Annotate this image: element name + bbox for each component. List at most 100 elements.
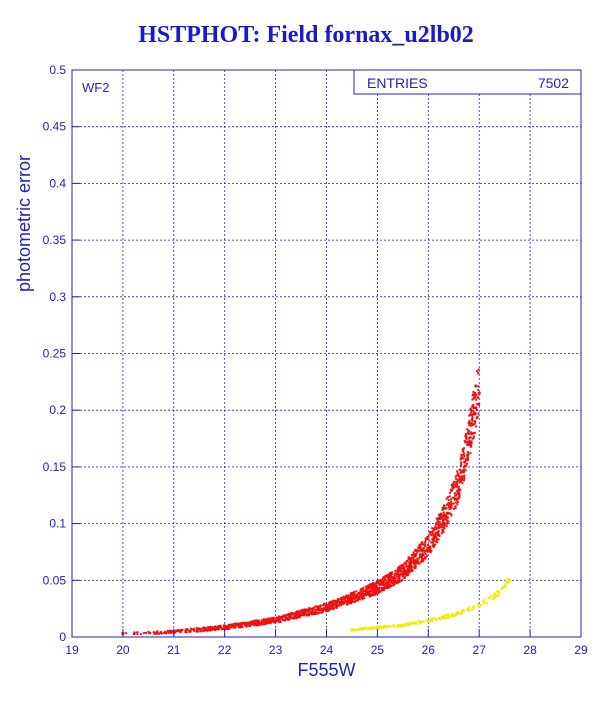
series-anchor-point (442, 522, 446, 526)
data-point-red (405, 573, 408, 576)
data-point-yellow (379, 625, 382, 628)
data-point-yellow (396, 623, 399, 626)
data-point-red (293, 612, 296, 615)
data-point-red (452, 482, 455, 485)
y-tick-label: 0.15 (43, 460, 67, 474)
data-point-red (371, 586, 374, 589)
data-point-yellow (498, 591, 501, 594)
data-point-red (456, 492, 459, 495)
data-point-red (373, 590, 376, 593)
data-point-red (258, 623, 261, 626)
data-point-yellow (438, 616, 441, 619)
data-point-red (456, 478, 459, 481)
data-point-red (439, 516, 442, 519)
series-anchor-point (375, 626, 379, 630)
data-point-red (361, 593, 364, 596)
data-point-yellow (409, 622, 412, 625)
data-point-red (400, 564, 403, 567)
data-point-red (469, 407, 472, 410)
data-point-red (416, 560, 419, 563)
data-point-red (463, 468, 466, 471)
data-point-red (243, 622, 246, 625)
data-point-red (384, 587, 387, 590)
data-point-red (385, 581, 388, 584)
data-point-red (392, 584, 395, 587)
data-point-red (147, 630, 150, 633)
data-point-yellow (365, 626, 368, 629)
data-point-red (353, 595, 356, 598)
stats-box-frame (353, 69, 582, 95)
data-point-red (405, 559, 408, 562)
data-point-red (396, 572, 399, 575)
data-point-red (311, 609, 314, 612)
data-point-red (190, 628, 193, 631)
data-point-red (401, 575, 404, 578)
data-point-red (433, 539, 436, 542)
data-point-red (410, 564, 413, 567)
data-point-red (250, 620, 253, 623)
data-point-red (371, 588, 374, 591)
data-point-red (391, 579, 394, 582)
data-point-red (446, 517, 449, 520)
data-point-red (266, 617, 269, 620)
data-point-yellow (463, 610, 466, 613)
data-point-red (402, 563, 405, 566)
data-point-red (272, 621, 275, 624)
data-point-red (326, 610, 329, 613)
data-point-red (475, 425, 478, 428)
data-point-red (420, 559, 423, 562)
data-point-red (471, 413, 474, 416)
data-point-red (475, 398, 478, 401)
data-point-red (466, 432, 469, 435)
data-point-red (314, 610, 317, 613)
data-point-red (337, 601, 340, 604)
series-anchor-point (477, 604, 481, 608)
data-point-red (382, 582, 385, 585)
data-point-red (477, 372, 480, 375)
data-point-yellow (494, 592, 497, 595)
data-point-red (247, 623, 250, 626)
data-point-red (400, 579, 403, 582)
data-point-yellow (450, 612, 453, 615)
data-point-red (365, 592, 368, 595)
data-point-red (474, 396, 477, 399)
data-point-yellow (410, 621, 413, 624)
data-point-red (424, 556, 427, 559)
data-point-red (157, 632, 160, 635)
data-point-red (455, 477, 458, 480)
data-point-red (290, 614, 293, 617)
data-point-red (384, 585, 387, 588)
data-point-red (230, 623, 233, 626)
data-point-red (466, 428, 469, 431)
data-point-red (468, 420, 471, 423)
data-point-red (446, 519, 449, 522)
data-point-red (385, 583, 388, 586)
data-point-red (288, 614, 291, 617)
data-point-yellow (483, 601, 486, 604)
data-point-red (434, 543, 437, 546)
data-point-red (466, 454, 469, 457)
data-point-red (473, 392, 476, 395)
data-point-red (202, 629, 205, 632)
data-point-red (382, 579, 385, 582)
series-anchor-point (492, 595, 496, 599)
data-point-red (286, 618, 289, 621)
data-point-red (264, 620, 267, 623)
data-point-red (397, 575, 400, 578)
data-point-red (283, 619, 286, 622)
data-point-red (321, 607, 324, 610)
data-point-red (286, 613, 289, 616)
data-point-red (410, 563, 413, 566)
data-point-red (459, 479, 462, 482)
data-point-red (450, 484, 453, 487)
data-point-red (234, 622, 237, 625)
data-point-red (322, 608, 325, 611)
data-point-red (461, 482, 464, 485)
data-point-red (287, 614, 290, 617)
data-point-red (354, 600, 357, 603)
data-point-red (445, 511, 448, 514)
data-point-red (456, 499, 459, 502)
data-point-red (411, 569, 414, 572)
data-point-red (209, 628, 212, 631)
data-point-red (469, 423, 472, 426)
